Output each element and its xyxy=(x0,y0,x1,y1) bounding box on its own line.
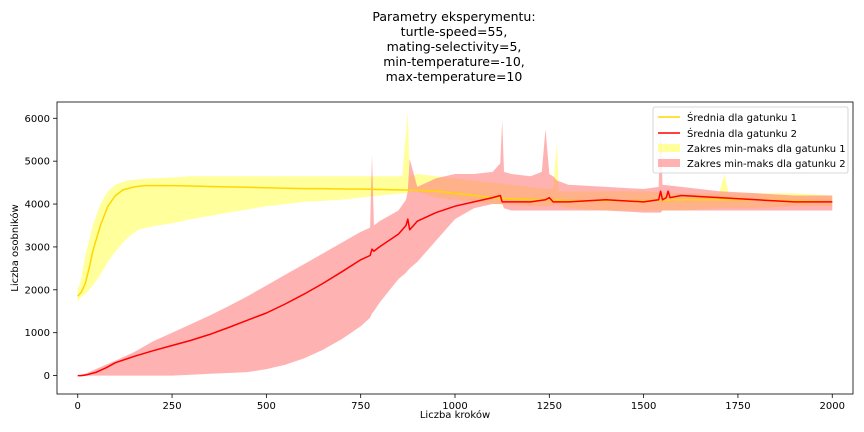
legend-label-mean-1: Średnia dla gatunku 1 xyxy=(687,111,797,124)
x-tick-label: 750 xyxy=(351,401,370,412)
x-axis-ticks: 0 250 500 750 1000 1250 1500 1750 2000 xyxy=(75,394,845,412)
x-tick-label: 1500 xyxy=(631,401,656,412)
range-band-species-2 xyxy=(77,120,833,376)
title-line-3: mating-selectivity=5, xyxy=(387,39,522,54)
legend-label-range-1: Zakres min-maks dla gatunku 1 xyxy=(687,144,846,155)
legend-swatch-range-2 xyxy=(658,159,680,167)
y-tick-label: 1000 xyxy=(25,328,50,339)
mean-line-species-2 xyxy=(77,190,833,377)
y-axis-label: Liczba osobników xyxy=(9,204,21,291)
x-tick-label: 250 xyxy=(163,401,182,412)
x-tick-label: 500 xyxy=(257,401,276,412)
title-line-5: max-temperature=10 xyxy=(386,69,523,84)
x-tick-label: 1250 xyxy=(537,401,562,412)
y-axis-ticks: 0 1000 2000 3000 4000 5000 6000 xyxy=(25,114,57,382)
y-tick-label: 6000 xyxy=(25,114,50,125)
x-tick-label: 2000 xyxy=(820,401,845,412)
y-tick-label: 3000 xyxy=(25,242,50,253)
x-tick-label: 0 xyxy=(75,401,81,412)
x-tick-label: 1750 xyxy=(725,401,750,412)
x-tick-label: 1000 xyxy=(442,401,467,412)
chart-title: Parametry eksperymentu: turtle-speed=55,… xyxy=(372,9,535,84)
y-tick-label: 4000 xyxy=(25,200,50,211)
title-line-1: Parametry eksperymentu: xyxy=(372,9,535,24)
title-line-4: min-temperature=-10, xyxy=(383,54,525,69)
y-tick-label: 5000 xyxy=(25,157,50,168)
legend-box xyxy=(652,106,849,174)
mean-line-species-1 xyxy=(77,184,833,297)
legend-swatch-range-1 xyxy=(658,144,680,152)
line-layer xyxy=(77,184,833,377)
legend-label-mean-2: Średnia dla gatunku 2 xyxy=(687,127,797,140)
x-axis-label: Liczba kroków xyxy=(420,409,490,421)
legend-label-range-2: Zakres min-maks dla gatunku 2 xyxy=(687,159,846,170)
band-layer xyxy=(77,111,833,376)
y-tick-label: 2000 xyxy=(25,285,50,296)
legend: Średnia dla gatunku 1 Średnia dla gatunk… xyxy=(652,106,849,174)
y-tick-label: 0 xyxy=(44,371,50,382)
title-line-2: turtle-speed=55, xyxy=(401,24,508,39)
